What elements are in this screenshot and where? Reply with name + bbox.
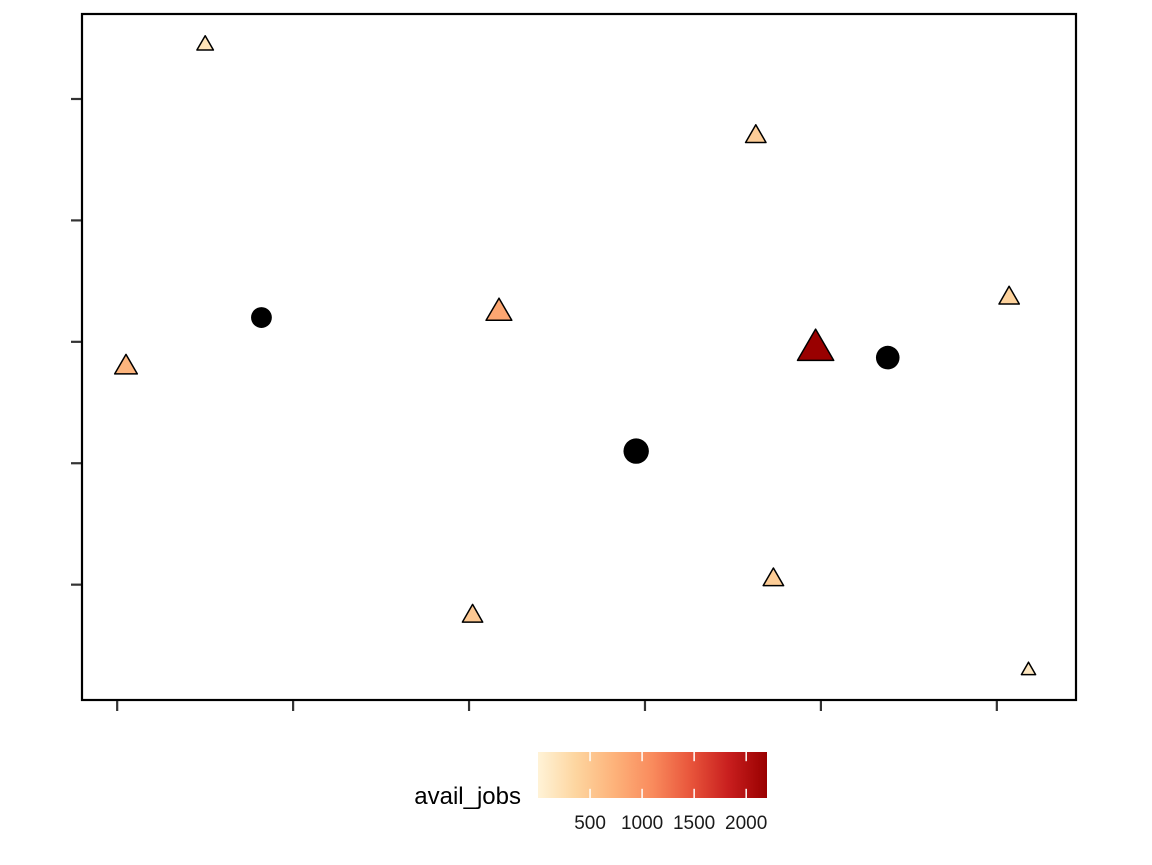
circle-point-2 — [875, 345, 900, 370]
triangle-point-6 — [796, 328, 835, 362]
circle-point-0 — [251, 307, 272, 328]
triangle-point-8 — [1020, 661, 1037, 676]
triangle-point-0 — [113, 353, 139, 375]
panel-border — [80, 12, 1078, 702]
legend-tick-label-0: 500 — [574, 813, 606, 834]
triangle-point-1 — [196, 35, 215, 51]
legend-colorbar — [538, 752, 767, 798]
triangle-point-2 — [461, 603, 484, 623]
legend-tick-label-1: 1000 — [621, 813, 663, 834]
triangle-point-4 — [744, 124, 767, 144]
circle-point-1 — [623, 438, 649, 464]
x-axis — [116, 701, 998, 711]
triangle-point-7 — [998, 285, 1021, 305]
legend: avail_jobs 500 1000 1500 2000 — [414, 752, 767, 834]
legend-tick-label-2: 1500 — [673, 813, 715, 834]
legend-title: avail_jobs — [414, 783, 521, 810]
legend-tick-label-3: 2000 — [725, 813, 767, 834]
triangle-point-5 — [762, 567, 785, 587]
marks-layer — [113, 35, 1037, 676]
panel-background — [82, 14, 1076, 700]
legend-ticks: 500 1000 1500 2000 — [574, 752, 767, 834]
y-axis — [71, 97, 81, 586]
triangle-point-3 — [485, 297, 513, 322]
